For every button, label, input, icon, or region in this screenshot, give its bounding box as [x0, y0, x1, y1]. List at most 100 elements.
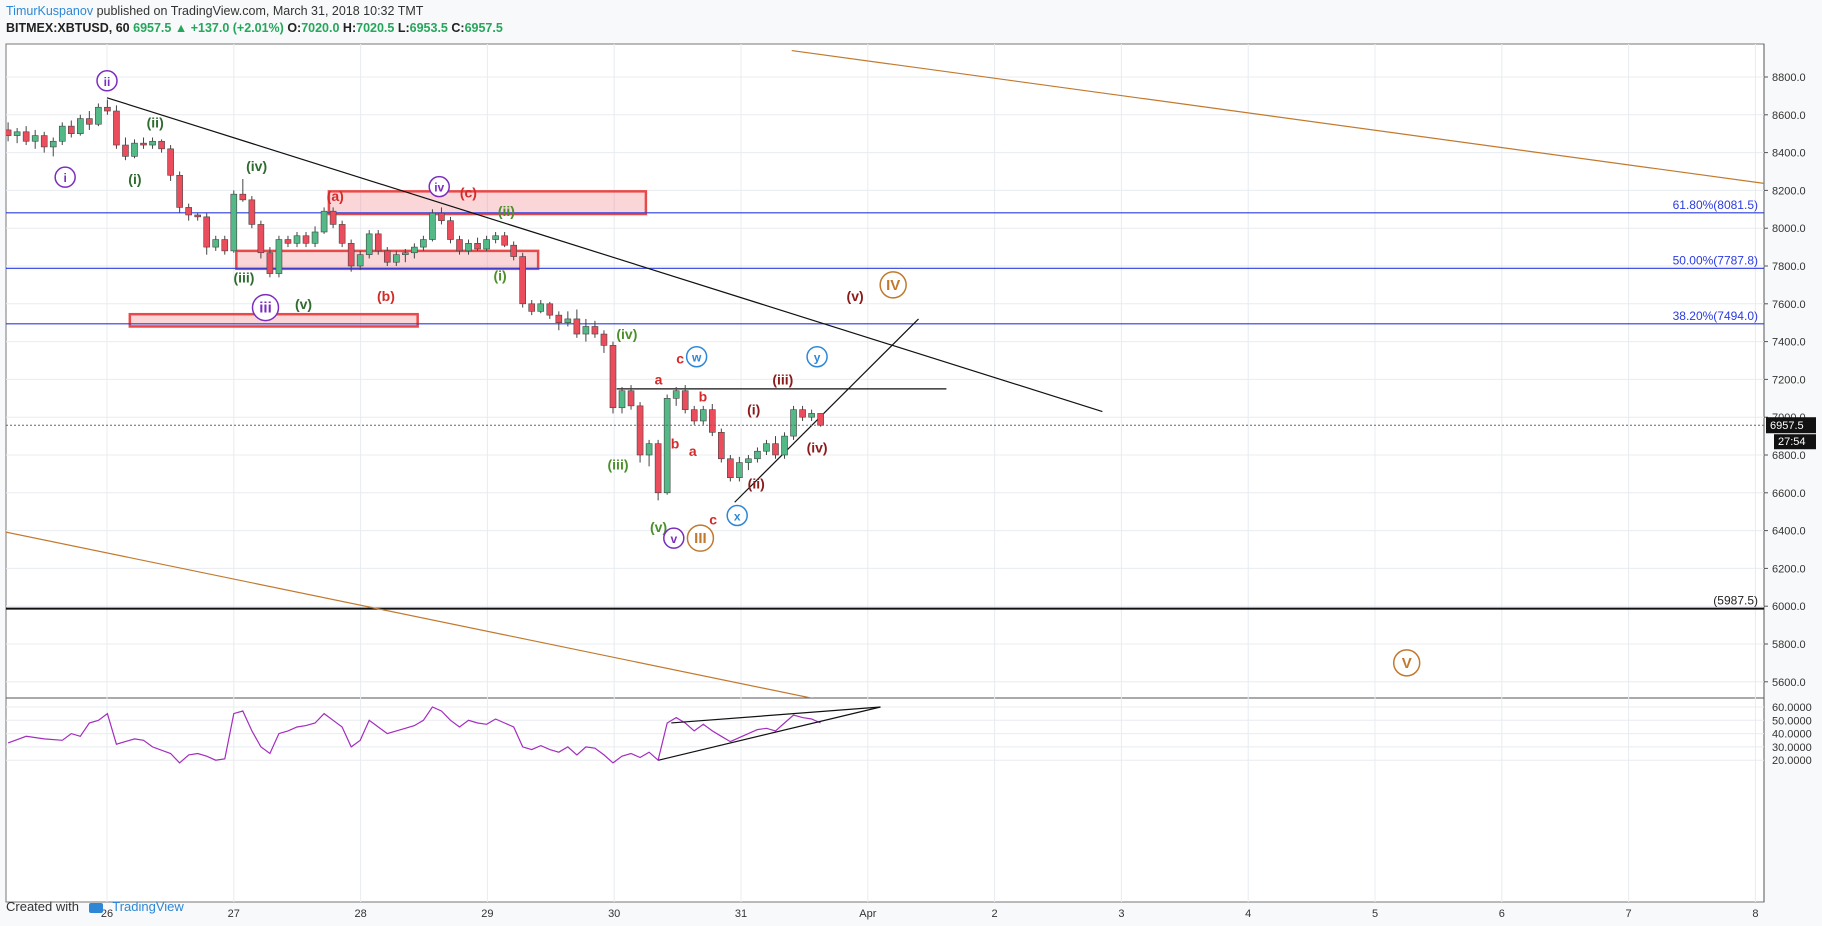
symbol-info: BITMEX:XBTUSD, 60 6957.5 ▲ +137.0 (+2.01… — [6, 21, 503, 35]
price-tick-label: 6000.0 — [1772, 601, 1806, 613]
candle — [230, 193, 238, 252]
candle — [456, 239, 463, 252]
time-tick-label: 5 — [1372, 908, 1378, 920]
tradingview-link[interactable]: TradingView — [112, 899, 184, 914]
symbol-name[interactable]: BITMEX:XBTUSD, 60 — [6, 21, 130, 35]
candle — [420, 239, 427, 248]
candle — [40, 135, 48, 148]
candle — [537, 303, 545, 312]
candle — [781, 435, 788, 456]
wave-label-circle — [251, 293, 280, 322]
wave-label: (i) — [493, 267, 506, 283]
price-tick-label: 5600.0 — [1772, 677, 1806, 689]
price-change: +137.0 (+2.01%) — [190, 21, 284, 35]
wave-label: i — [63, 171, 66, 185]
time-tick-label: 3 — [1118, 908, 1124, 920]
wave-label: w — [691, 351, 702, 365]
candle — [86, 118, 93, 125]
candle — [582, 326, 590, 335]
price-tick-label: 5800.0 — [1772, 639, 1806, 651]
wave-label: b — [671, 436, 680, 452]
candle — [745, 458, 752, 463]
wave-label-circle — [685, 345, 708, 368]
price-tick-label: 6800.0 — [1772, 450, 1806, 462]
wave-label-circle — [96, 70, 118, 92]
price-tick-label: 8600.0 — [1772, 110, 1806, 122]
wave-label: (v) — [650, 519, 667, 535]
wave-label: iv — [434, 181, 444, 195]
candle — [158, 140, 165, 150]
candle — [645, 443, 653, 456]
candle — [429, 212, 436, 240]
trend-line[interactable] — [734, 318, 919, 503]
tradingview-logo-icon[interactable] — [88, 902, 103, 913]
fib-level-label: 38.20%(7494.0) — [1673, 309, 1758, 323]
candle — [708, 409, 716, 433]
candle — [140, 142, 147, 146]
candle — [564, 318, 572, 324]
candle — [104, 106, 111, 112]
publish-text: published on TradingView.com, March 31, … — [96, 4, 424, 18]
candle — [555, 314, 563, 324]
candle — [591, 326, 599, 335]
time-tick-label: 31 — [735, 908, 747, 920]
candle — [699, 409, 707, 422]
candle — [239, 193, 247, 201]
candle — [67, 125, 75, 134]
candle — [167, 148, 174, 176]
time-tick-label: 30 — [608, 908, 620, 920]
wave-label: (iii) — [233, 269, 254, 285]
candle — [22, 131, 30, 142]
candle — [754, 450, 761, 460]
trend-line[interactable] — [791, 49, 1822, 197]
candle — [492, 235, 499, 240]
candle — [573, 318, 581, 335]
time-tick-label: 8 — [1752, 908, 1758, 920]
price-tick-label: 7400.0 — [1772, 337, 1806, 349]
candle — [690, 409, 698, 422]
rsi-tick-label: 60.0000 — [1772, 702, 1812, 714]
rsi-trend-line[interactable] — [658, 706, 881, 761]
candle — [266, 252, 274, 274]
wave-label: ii — [104, 75, 111, 89]
wave-label-circle — [663, 527, 685, 549]
candle — [808, 413, 815, 418]
close-value: 6957.5 — [464, 21, 503, 35]
wave-label: a — [655, 371, 663, 387]
price-tick-label: 8200.0 — [1772, 185, 1806, 197]
low-value: 6953.5 — [409, 21, 448, 35]
change-arrow-icon: ▲ — [174, 21, 188, 35]
candle — [817, 413, 824, 426]
rsi-trend-line[interactable] — [671, 706, 881, 724]
candle — [393, 254, 400, 263]
wave-label: (i) — [747, 402, 760, 418]
candle — [113, 110, 120, 146]
candle — [347, 243, 355, 267]
time-tick-label: 7 — [1626, 908, 1632, 920]
author-link[interactable]: TimurKuspanov — [6, 4, 94, 18]
trend-line[interactable] — [106, 97, 1103, 413]
wave-label: (ii) — [748, 475, 765, 491]
wave-label: (v) — [847, 288, 864, 304]
candle — [790, 409, 797, 437]
candle — [402, 252, 409, 255]
rsi-tick-label: 20.0000 — [1772, 755, 1812, 767]
footer: Created with TradingView — [6, 899, 184, 914]
candle — [194, 214, 201, 218]
trend-line[interactable] — [0, 527, 842, 705]
candle — [6, 129, 12, 136]
wave-label: iii — [259, 300, 272, 317]
price-tick-label: 8800.0 — [1772, 72, 1806, 84]
rsi-tick-label: 40.0000 — [1772, 729, 1812, 741]
candle — [474, 243, 481, 250]
candle — [411, 246, 418, 254]
candle — [374, 233, 382, 252]
wave-label: a — [689, 443, 697, 459]
wave-label-circle — [726, 504, 748, 527]
open-label: O: — [287, 21, 302, 35]
candle — [763, 443, 770, 452]
target-zone[interactable] — [327, 190, 648, 216]
wave-label-circle — [54, 166, 76, 188]
time-tick-label: 2 — [992, 908, 998, 920]
